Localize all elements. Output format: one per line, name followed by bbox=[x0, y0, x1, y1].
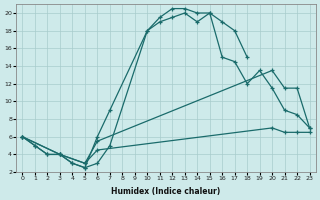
X-axis label: Humidex (Indice chaleur): Humidex (Indice chaleur) bbox=[111, 187, 221, 196]
